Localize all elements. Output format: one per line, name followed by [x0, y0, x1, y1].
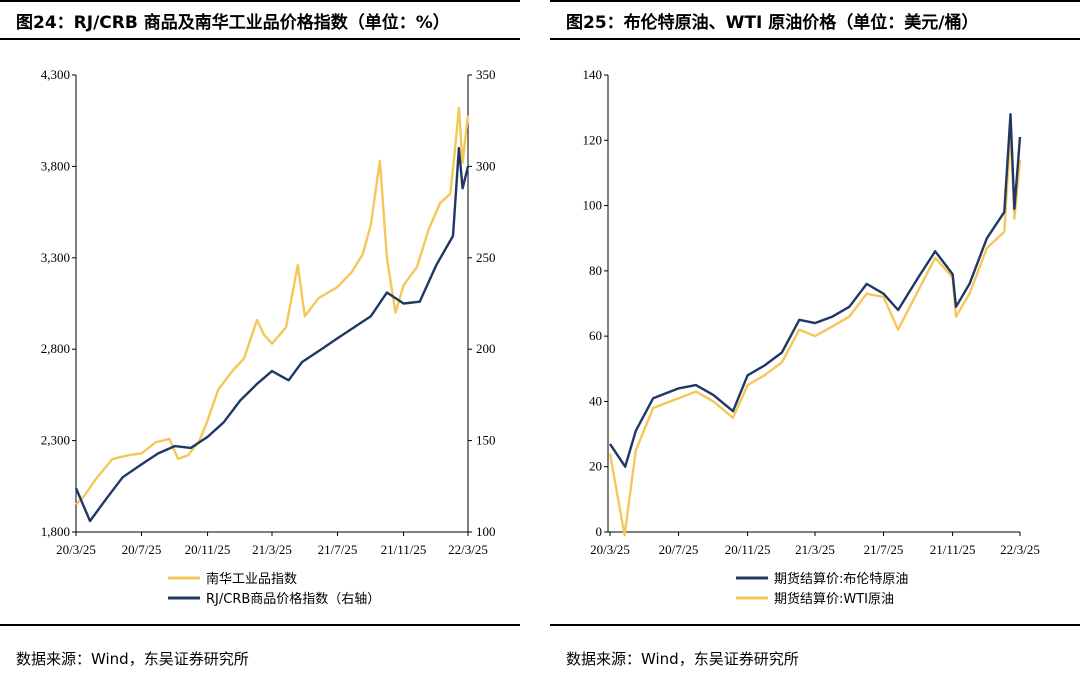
y-tick-label-left: 120	[583, 132, 603, 147]
y-tick-label-left: 3,800	[41, 158, 70, 173]
y-tick-label-left: 2,800	[41, 341, 70, 356]
top-rule	[0, 0, 520, 2]
series-line-1	[609, 113, 1022, 468]
y-tick-label-right: 300	[476, 158, 496, 173]
y-tick-label-right: 350	[476, 67, 496, 82]
legend-label-1: 南华工业品指数	[206, 571, 297, 587]
series-line-1	[75, 106, 470, 506]
y-tick-label-left: 140	[583, 67, 603, 82]
y-tick-label-right: 100	[476, 524, 496, 539]
chart-title: 图25：布伦特原油、WTI 原油价格（单位：美元/桶）	[566, 13, 979, 33]
x-tick-label: 22/3/25	[1000, 542, 1040, 557]
x-tick-label: 20/3/25	[590, 542, 630, 557]
x-tick-label: 21/11/25	[930, 542, 976, 557]
x-tick-label: 20/7/25	[659, 542, 699, 557]
title-rule	[550, 38, 1080, 40]
source-note: 数据来源：Wind，东吴证券研究所	[16, 650, 249, 668]
source-note: 数据来源：Wind，东吴证券研究所	[566, 650, 799, 668]
bottom-rule	[550, 624, 1080, 626]
y-tick-label-left: 80	[589, 263, 602, 278]
y-tick-label-left: 1,800	[41, 524, 70, 539]
series-line-2	[608, 129, 1022, 537]
legend-label-1: 期货结算价:布伦特原油	[774, 571, 908, 587]
y-tick-label-right: 250	[476, 250, 496, 265]
y-tick-label-left: 4,300	[41, 67, 70, 82]
bottom-rule	[0, 624, 520, 626]
y-tick-label-right: 150	[476, 433, 496, 448]
y-tick-label-left: 2,300	[41, 433, 70, 448]
y-tick-label-left: 3,300	[41, 250, 70, 265]
x-tick-label: 20/3/25	[56, 542, 96, 557]
x-tick-label: 21/3/25	[795, 542, 835, 557]
x-tick-label: 20/11/25	[185, 542, 231, 557]
right-chart-svg: 0 20 40 60 80 100 120 140 20/3/25 20/7/25 20/11/25…	[583, 67, 1040, 607]
x-tick-label: 20/7/25	[122, 542, 162, 557]
y-tick-label-left: 0	[596, 524, 603, 539]
y-tick-label-left: 60	[589, 328, 602, 343]
y-tick-label-right: 200	[476, 341, 496, 356]
y-tick-label-left: 100	[583, 198, 603, 213]
x-tick-label: 21/11/25	[381, 542, 427, 557]
legend-label-2: 期货结算价:WTI原油	[774, 591, 894, 607]
series-line-2	[74, 146, 470, 523]
x-tick-label: 22/3/25	[448, 542, 488, 557]
title-rule	[0, 38, 520, 40]
y-tick-label-left: 20	[589, 459, 602, 474]
x-tick-label: 21/7/25	[318, 542, 358, 557]
chart-title: 图24：RJ/CRB 商品及南华工业品价格指数（单位：%）	[16, 13, 450, 33]
top-rule	[550, 0, 1080, 2]
x-tick-label: 21/3/25	[252, 542, 292, 557]
x-tick-label: 21/7/25	[864, 542, 904, 557]
left-chart-svg: 1,800 2,300 2,800 3,300 3,800 4,300 100 150 200 2…	[41, 67, 496, 607]
y-tick-label-left: 40	[589, 393, 602, 408]
legend-label-2: RJ/CRB商品价格指数（右轴）	[206, 591, 380, 607]
x-tick-label: 20/11/25	[725, 542, 771, 557]
